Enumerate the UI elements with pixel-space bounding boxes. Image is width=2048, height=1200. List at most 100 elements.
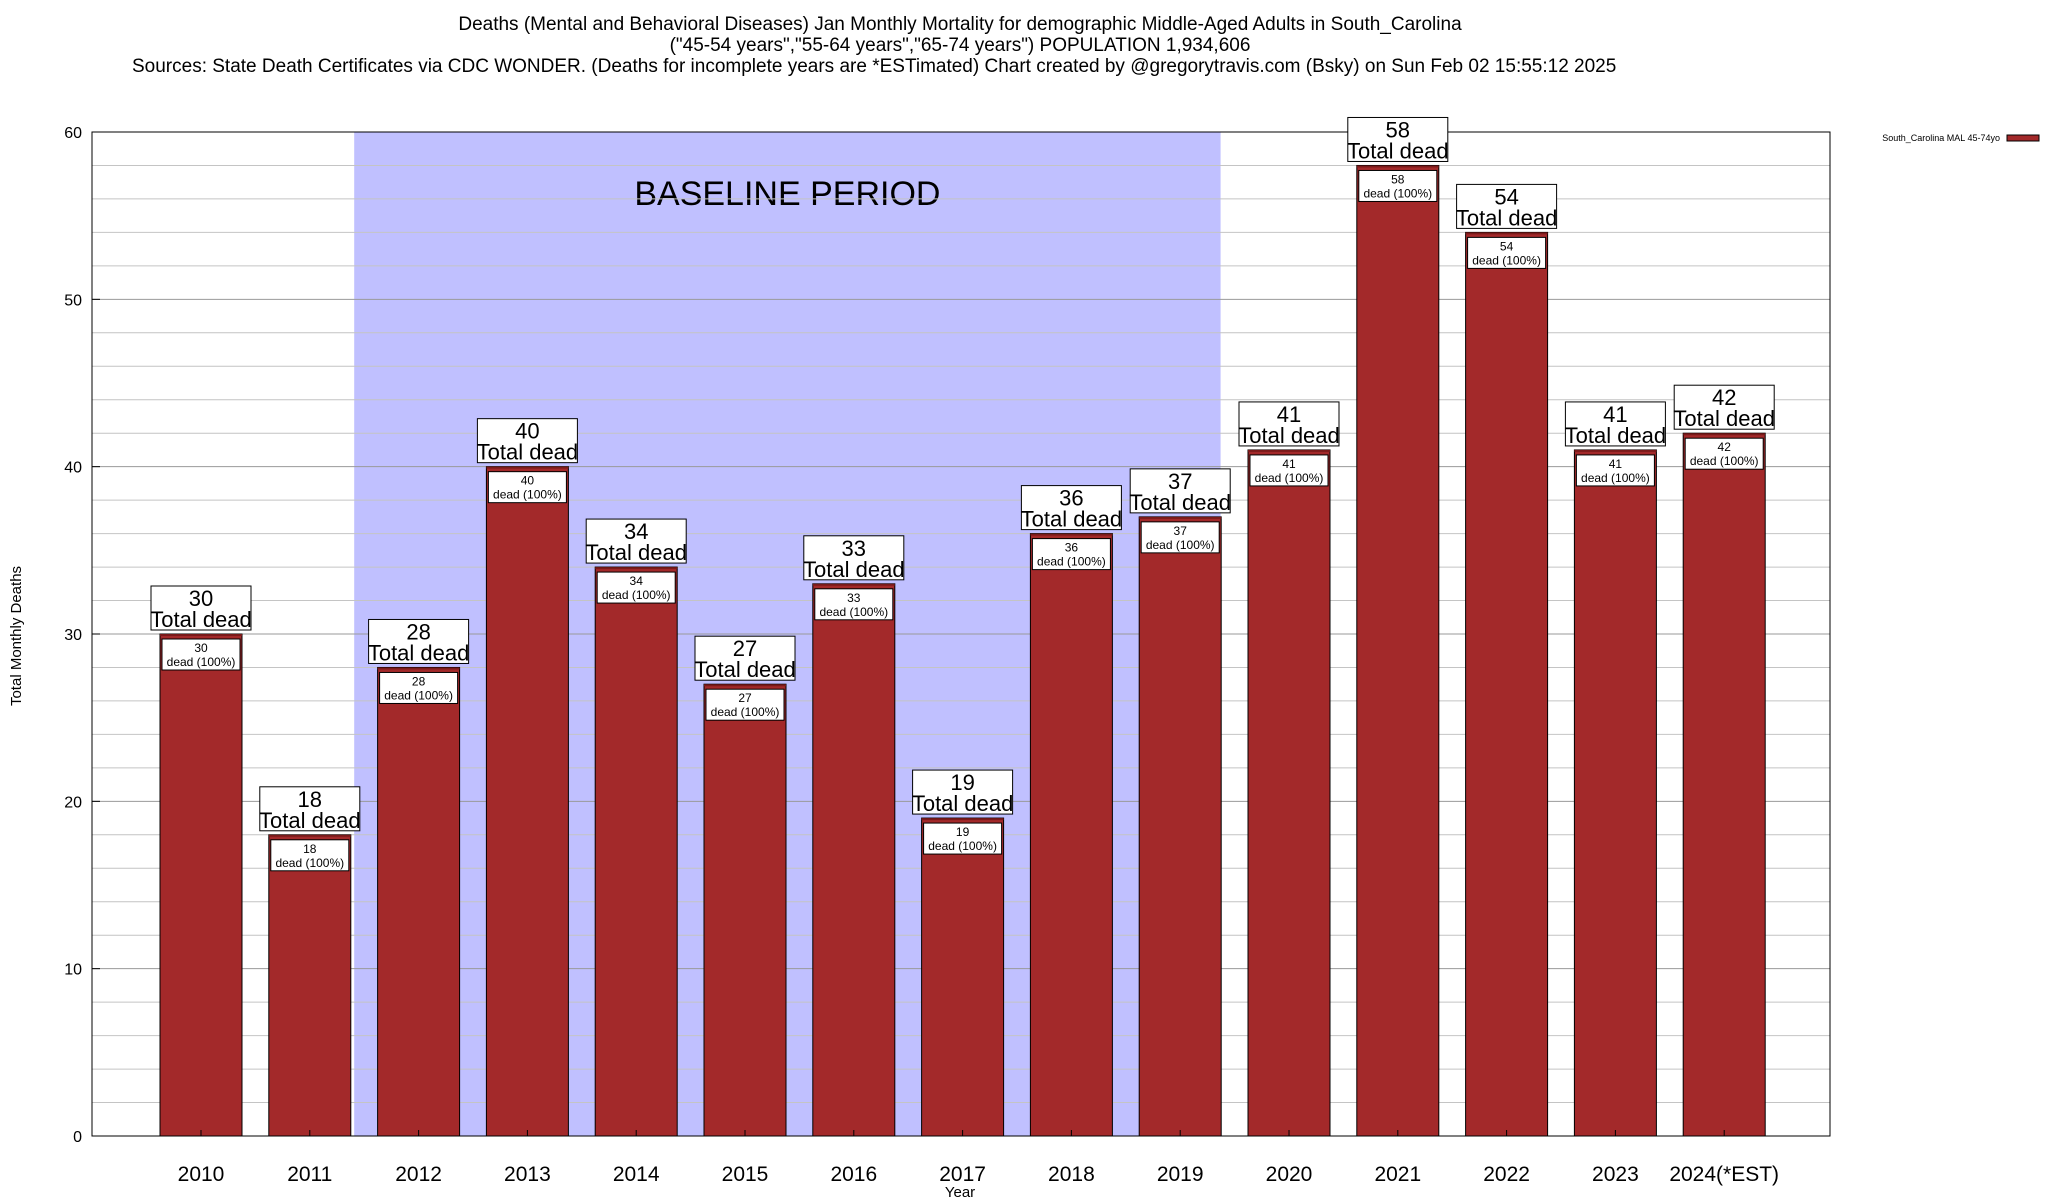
segment-label-text: dead (100%) — [384, 688, 453, 702]
segment-label-box — [487, 471, 567, 504]
segment-label-text: dead (100%) — [275, 856, 344, 870]
total-label-value: 40 — [515, 419, 539, 444]
segment-label-text: dead (100%) — [1690, 454, 1759, 468]
total-label-value: 33 — [842, 536, 866, 561]
total-label-text: Total dead — [150, 607, 252, 632]
y-axis-title: Total Monthly Deaths — [8, 566, 25, 706]
segment-label-box — [923, 822, 1003, 855]
x-tick-label: 2022 — [1483, 1163, 1530, 1186]
total-label-text: Total dead — [368, 640, 470, 665]
total-label-value: 34 — [624, 519, 648, 544]
y-tick-label: 10 — [64, 962, 82, 979]
segment-label-value: 42 — [1718, 440, 1732, 454]
segment-label-value: 18 — [303, 842, 317, 856]
bar-2018 — [1029, 533, 1113, 1137]
segment-label-value: 28 — [412, 674, 426, 688]
total-label-box — [476, 418, 578, 464]
segment-label-value: 40 — [521, 474, 535, 488]
total-label-text: Total dead — [912, 791, 1014, 816]
y-tick-label: 50 — [64, 292, 82, 309]
segment-label-value: 36 — [1065, 541, 1079, 555]
segment-label-box — [1575, 454, 1655, 487]
segment-label-text: dead (100%) — [167, 655, 236, 669]
total-label-value: 19 — [950, 770, 974, 795]
total-label-value: 28 — [406, 619, 430, 644]
bar-2010 — [159, 633, 243, 1137]
total-label-text: Total dead — [585, 540, 687, 565]
segment-label-box — [1467, 236, 1547, 269]
segment-label-value: 41 — [1609, 457, 1623, 471]
total-label-box — [259, 786, 361, 832]
total-label-value: 42 — [1712, 385, 1736, 410]
x-tick-label: 2011 — [287, 1163, 332, 1186]
segment-label-box — [270, 839, 350, 872]
segment-label-box — [1031, 538, 1111, 571]
total-label-text: Total dead — [1129, 490, 1231, 515]
y-tick-label: 40 — [64, 460, 82, 477]
segment-label-value: 54 — [1500, 239, 1514, 253]
bar-2011 — [268, 834, 352, 1137]
y-tick-label: 0 — [73, 1129, 82, 1146]
bar-2022 — [1465, 231, 1549, 1137]
total-label-text: Total dead — [1456, 205, 1558, 230]
segment-label-text: dead (100%) — [1255, 471, 1324, 485]
x-tick-label: 2019 — [1157, 1163, 1204, 1186]
x-tick-label: 2013 — [504, 1163, 551, 1186]
segment-label-box — [1140, 521, 1220, 554]
chart-title-line-2: ("45-54 years","55-64 years","65-74 year… — [670, 35, 1251, 56]
x-tick-label: 2023 — [1592, 1163, 1639, 1186]
segment-label-text: dead (100%) — [493, 488, 562, 502]
total-label-value: 30 — [189, 586, 213, 611]
bar-2015 — [703, 683, 787, 1137]
legend-swatch — [2006, 134, 2040, 142]
segment-label-text: dead (100%) — [1472, 253, 1541, 267]
bar-2012 — [377, 666, 461, 1137]
total-label-value: 41 — [1277, 402, 1301, 427]
total-label-text: Total dead — [1565, 423, 1667, 448]
total-label-box — [1347, 116, 1449, 162]
segment-label-value: 37 — [1174, 524, 1188, 538]
total-label-value: 18 — [298, 787, 322, 812]
total-label-box — [1564, 401, 1666, 447]
y-tick-label: 30 — [64, 627, 82, 644]
segment-label-box — [379, 671, 459, 704]
y-tick-label: 60 — [64, 125, 82, 142]
total-label-value: 54 — [1494, 184, 1518, 209]
total-label-box — [694, 635, 796, 681]
total-label-value: 37 — [1168, 469, 1192, 494]
total-label-box — [150, 585, 252, 631]
segment-label-value: 27 — [738, 691, 752, 705]
bar-2023 — [1573, 449, 1657, 1137]
total-label-value: 36 — [1059, 486, 1083, 511]
segment-label-text: dead (100%) — [602, 588, 671, 602]
segment-label-box — [814, 588, 894, 621]
segment-label-value: 34 — [630, 574, 644, 588]
total-label-value: 27 — [733, 636, 757, 661]
segment-label-text: dead (100%) — [1581, 471, 1650, 485]
baseline-period-label: BASELINE PERIOD — [634, 175, 940, 213]
x-tick-label: 2016 — [830, 1163, 877, 1186]
total-label-box — [1129, 468, 1231, 514]
x-tick-label: 2012 — [395, 1163, 442, 1186]
bars — [159, 164, 1766, 1137]
legend: South_Carolina MAL 45-74yo — [1882, 133, 2040, 143]
total-label-box — [803, 535, 905, 581]
segment-label-text: dead (100%) — [1037, 555, 1106, 569]
total-label-text: Total dead — [477, 440, 579, 465]
x-tick-label: 2024(*EST) — [1669, 1163, 1779, 1186]
segment-label-box — [1358, 169, 1438, 202]
x-tick-label: 2014 — [613, 1163, 660, 1186]
x-tick-label: 2015 — [722, 1163, 769, 1186]
total-label-text: Total dead — [803, 557, 905, 582]
total-label-value: 58 — [1386, 117, 1410, 142]
segment-label-text: dead (100%) — [1363, 186, 1432, 200]
total-label-box — [1020, 485, 1122, 531]
total-label-box — [1238, 401, 1340, 447]
x-tick-label: 2020 — [1266, 1163, 1313, 1186]
bar-2016 — [812, 583, 896, 1137]
chart-title-line-3: Sources: State Death Certificates via CD… — [132, 56, 1616, 77]
bar-2017 — [921, 817, 1005, 1137]
segment-label-box — [161, 638, 241, 671]
chart-title-line-1: Deaths (Mental and Behavioral Diseases) … — [458, 14, 1462, 35]
